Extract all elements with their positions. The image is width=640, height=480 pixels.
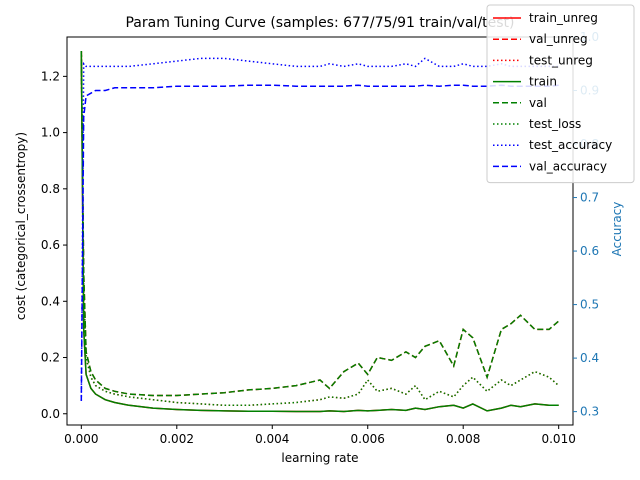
- y-tick-label-left: 0.2: [41, 351, 60, 365]
- x-tick-label: 0.006: [351, 432, 385, 446]
- chart-title: Param Tuning Curve (samples: 677/75/91 t…: [125, 15, 514, 31]
- legend-entry: val_unreg: [529, 32, 588, 46]
- y-tick-label-left: 0.8: [41, 182, 60, 196]
- y-axis-label-left: cost (categorical_crossentropy): [14, 132, 28, 320]
- y-axis-label-right: Accuracy: [610, 202, 624, 257]
- legend-entry: val: [529, 96, 547, 110]
- legend-entry: test_loss: [529, 117, 581, 131]
- y-tick-label-left: 0.6: [41, 238, 60, 252]
- y-tick-label-left: 0.4: [41, 294, 60, 308]
- x-axis-label: learning rate: [281, 451, 358, 465]
- series-line-train: [80, 51, 559, 413]
- x-tick-label: 0.002: [160, 432, 194, 446]
- y-tick-label-right: 0.7: [580, 191, 599, 205]
- legend-entry: train_unreg: [529, 11, 598, 25]
- legend-entry: val_accuracy: [529, 159, 607, 173]
- legend-entry: test_unreg: [529, 53, 593, 67]
- x-axis: 0.000 0.002 0.004 0.006 0.008 0.010: [64, 425, 576, 446]
- y-tick-label-right: 0.5: [580, 298, 599, 312]
- plot-frame: [66, 36, 574, 426]
- x-tick-label: 0.008: [446, 432, 480, 446]
- x-tick-label: 0.004: [255, 432, 289, 446]
- x-tick-label: 0.000: [64, 432, 98, 446]
- y-tick-label-right: 0.6: [580, 244, 599, 258]
- legend-box: [486, 4, 635, 184]
- y-axis-left: 0.0 0.2 0.4 0.6 0.8 1.0 1.2: [41, 69, 67, 421]
- legend-entry: test_accuracy: [529, 138, 612, 152]
- y-tick-label-right: 0.4: [580, 351, 599, 365]
- y-tick-label-left: 1.0: [41, 126, 60, 140]
- legend-entry: train: [529, 75, 557, 89]
- y-tick-label-left: 1.2: [41, 69, 60, 83]
- series-line-test-loss: [80, 51, 560, 407]
- series-line-val-accuracy: [80, 84, 559, 401]
- x-tick-label: 0.010: [541, 432, 575, 446]
- y-tick-label-right: 0.3: [580, 405, 599, 419]
- series-line-val: [80, 51, 560, 397]
- y-tick-label-left: 0.0: [41, 407, 60, 421]
